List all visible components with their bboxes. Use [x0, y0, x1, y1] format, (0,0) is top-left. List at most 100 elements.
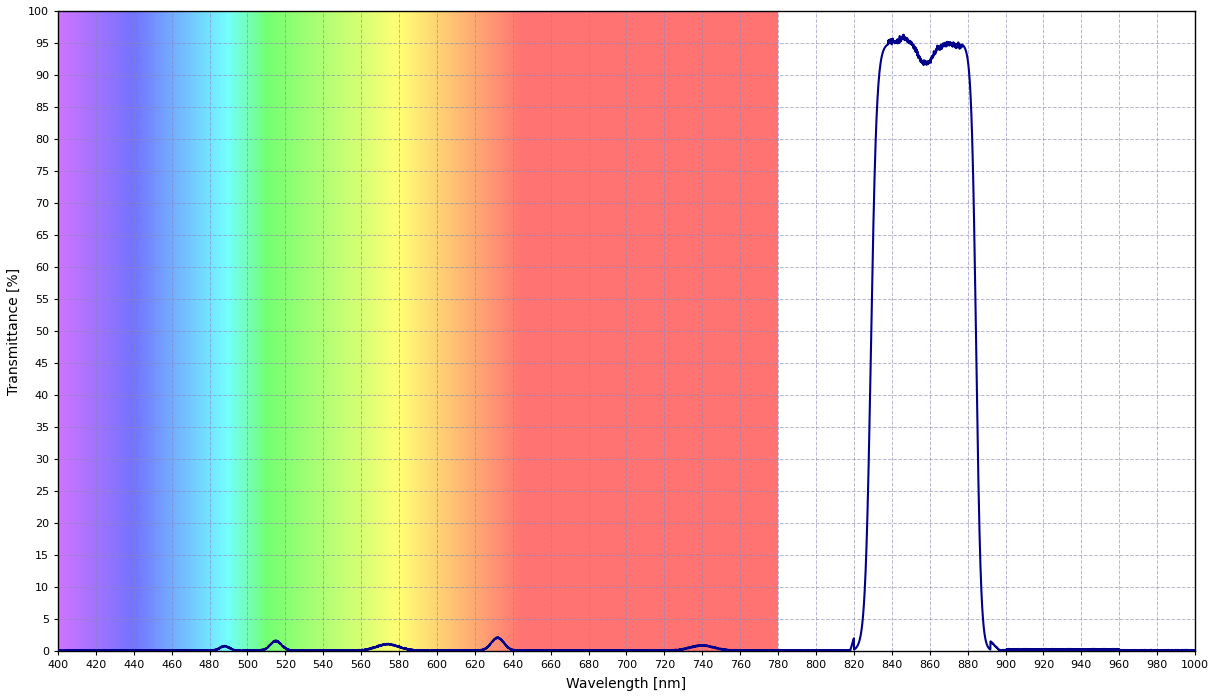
Bar	[83, 11, 84, 651]
Bar	[136, 11, 137, 651]
Bar	[358, 11, 359, 651]
Bar	[304, 11, 306, 651]
Bar	[664, 11, 666, 651]
Bar	[437, 11, 439, 651]
Bar	[640, 11, 642, 651]
Bar	[174, 11, 175, 651]
Bar	[86, 11, 89, 651]
Bar	[300, 11, 303, 651]
Bar	[581, 11, 582, 651]
Bar	[475, 11, 477, 651]
Bar	[405, 11, 406, 651]
Bar	[708, 11, 710, 651]
Bar	[236, 11, 238, 651]
Bar	[776, 11, 778, 651]
Bar	[376, 11, 378, 651]
Bar	[636, 11, 638, 651]
Bar	[72, 11, 73, 651]
Bar	[218, 11, 219, 651]
Bar	[727, 11, 728, 651]
Bar	[225, 11, 226, 651]
Bar	[338, 11, 340, 651]
Bar	[161, 11, 162, 651]
Bar	[490, 11, 492, 651]
Bar	[687, 11, 689, 651]
Bar	[606, 11, 608, 651]
Bar	[765, 11, 767, 651]
Bar	[260, 11, 263, 651]
Bar	[769, 11, 771, 651]
Bar	[544, 11, 545, 651]
Bar	[361, 11, 364, 651]
Bar	[347, 11, 348, 651]
Bar	[333, 11, 334, 651]
Bar	[182, 11, 185, 651]
Bar	[537, 11, 540, 651]
Bar	[143, 11, 145, 651]
Bar	[445, 11, 446, 651]
Bar	[575, 11, 578, 651]
Bar	[255, 11, 257, 651]
Bar	[375, 11, 376, 651]
Bar	[306, 11, 308, 651]
Bar	[572, 11, 574, 651]
Bar	[422, 11, 423, 651]
Bar	[771, 11, 772, 651]
X-axis label: Wavelength [nm]: Wavelength [nm]	[567, 677, 687, 691]
Bar	[317, 11, 320, 651]
Bar	[548, 11, 551, 651]
Bar	[415, 11, 416, 651]
Bar	[463, 11, 466, 651]
Bar	[469, 11, 471, 651]
Bar	[119, 11, 120, 651]
Bar	[257, 11, 259, 651]
Bar	[411, 11, 412, 651]
Bar	[775, 11, 776, 651]
Bar	[557, 11, 558, 651]
Bar	[418, 11, 420, 651]
Bar	[535, 11, 537, 651]
Bar	[94, 11, 96, 651]
Bar	[247, 11, 249, 651]
Bar	[569, 11, 572, 651]
Bar	[385, 11, 388, 651]
Bar	[608, 11, 609, 651]
Bar	[486, 11, 488, 651]
Bar	[534, 11, 535, 651]
Bar	[179, 11, 181, 651]
Bar	[462, 11, 463, 651]
Bar	[124, 11, 126, 651]
Bar	[371, 11, 372, 651]
Bar	[195, 11, 196, 651]
Bar	[634, 11, 636, 651]
Bar	[599, 11, 602, 651]
Bar	[734, 11, 737, 651]
Bar	[527, 11, 528, 651]
Bar	[479, 11, 480, 651]
Bar	[238, 11, 240, 651]
Bar	[368, 11, 371, 651]
Bar	[111, 11, 113, 651]
Bar	[452, 11, 454, 651]
Bar	[514, 11, 517, 651]
Bar	[126, 11, 128, 651]
Bar	[517, 11, 518, 651]
Bar	[84, 11, 86, 651]
Bar	[501, 11, 503, 651]
Bar	[321, 11, 323, 651]
Bar	[492, 11, 494, 651]
Bar	[689, 11, 691, 651]
Bar	[198, 11, 201, 651]
Bar	[334, 11, 337, 651]
Bar	[188, 11, 191, 651]
Bar	[561, 11, 562, 651]
Bar	[676, 11, 677, 651]
Bar	[700, 11, 703, 651]
Bar	[96, 11, 97, 651]
Bar	[164, 11, 165, 651]
Bar	[562, 11, 564, 651]
Bar	[171, 11, 174, 651]
Bar	[330, 11, 331, 651]
Bar	[162, 11, 164, 651]
Bar	[235, 11, 236, 651]
